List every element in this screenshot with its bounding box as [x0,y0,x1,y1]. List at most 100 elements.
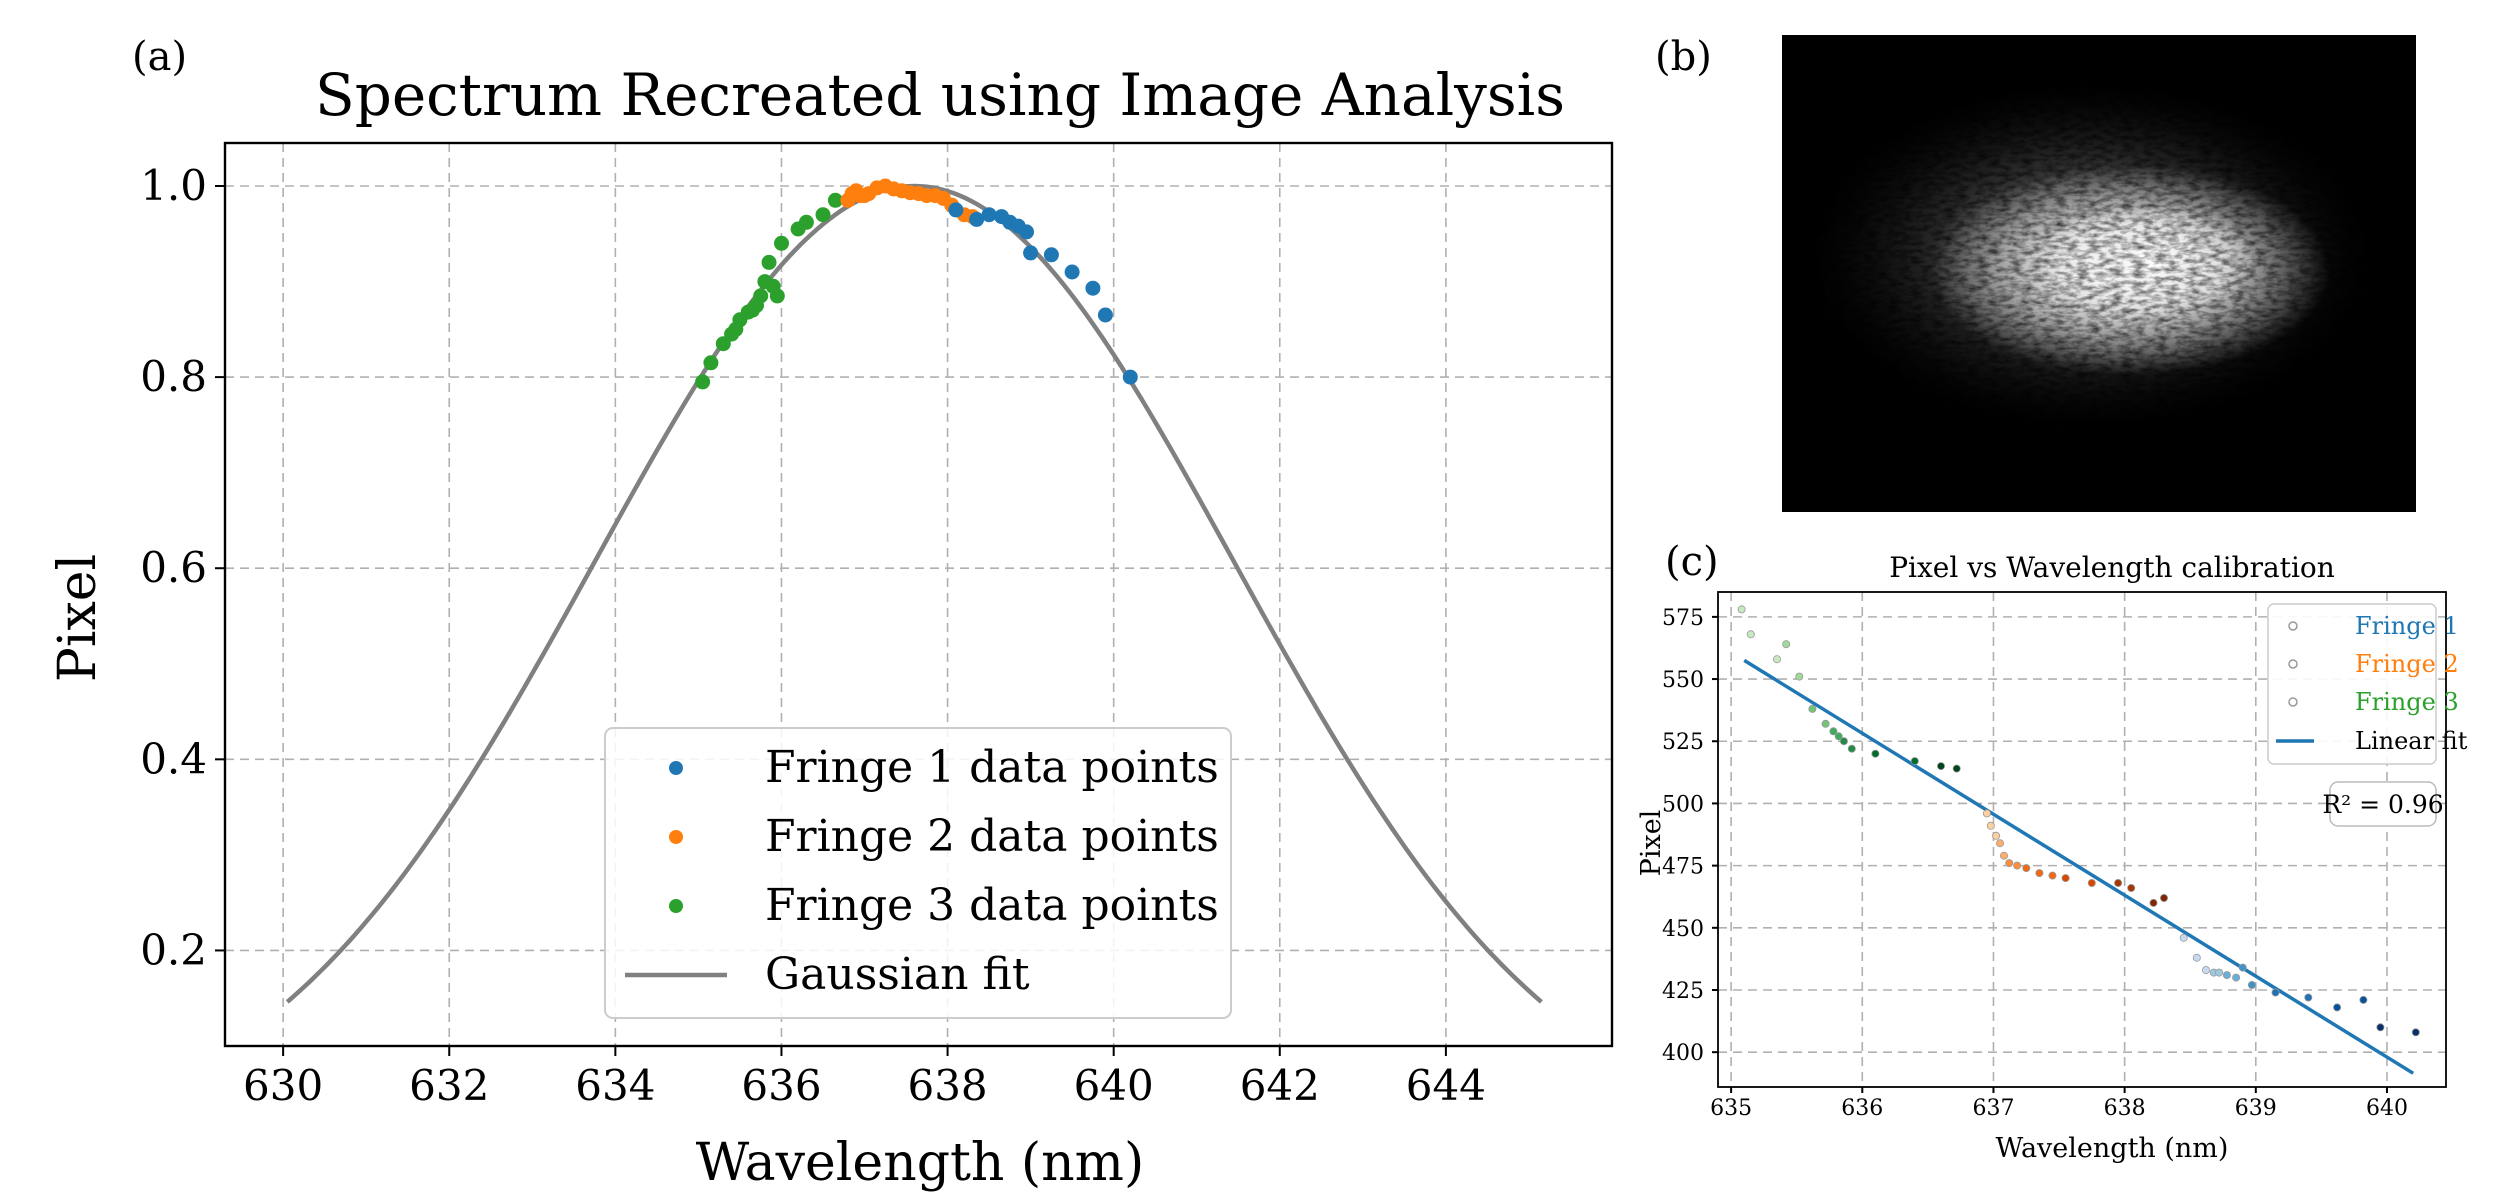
panel-label-c: (c) [1665,539,1719,585]
calibration-fringe-2-point [2022,864,2031,873]
calibration-data-points [1737,605,2420,1037]
gaussian-fit-line [285,183,1543,1004]
x-tick-label: 636 [741,1061,821,1110]
y-tick-label: 500 [1662,792,1704,817]
fringe-1-point [981,207,997,223]
y-tick-label: 425 [1662,979,1704,1004]
calibration-fringe-1-point [2192,953,2201,962]
fringe-3-point [703,355,719,371]
x-tick-label: 634 [575,1061,655,1110]
legend-label-fringe-1-c: Fringe 1 [2355,612,2459,640]
x-tick-label: 630 [243,1061,323,1110]
fringe-1-point [1019,224,1034,240]
calibration-fringe-2-point [1996,839,2005,848]
calibration-linear-fit [1743,658,2415,1075]
calibration-fringe-2-point [2048,871,2057,880]
y-tick-label: 1.0 [140,161,207,210]
spectrum-plot-frame [223,141,1614,1048]
calibration-fringe-2-point [1986,821,1995,830]
fringe-2-point [857,188,872,204]
spectrum-legend-box [604,727,1232,1019]
legend-label-fringe-2: Fringe 2 data points [765,811,1219,862]
calibration-fringe-3-point [1821,719,1830,728]
legend-marker-fringe-3 [669,899,683,913]
fringe-1-point [969,211,985,227]
calibration-fringe-1-point [2201,966,2210,975]
calibration-plot-frame [1717,591,2447,1088]
spectrum-y-axis-label: Pixel [48,554,108,682]
y-tick-label: 0.4 [140,734,207,783]
fringe-1-point [1043,247,1059,263]
legend-marker-fringe-2 [669,830,683,844]
calibration-fringe-2-point [1992,831,2001,840]
x-tick-label: 632 [409,1061,489,1110]
calibration-axis-ticks: 635 636 637 638 639 640 400 425 450 475 500 525 550 5… [1662,606,2408,1121]
legend-label-fringe-3: Fringe 3 data points [765,880,1219,931]
calibration-fringe-1-point [2179,933,2188,942]
y-tick-label: 525 [1662,730,1704,755]
calibration-fringe-3-point [1808,704,1817,713]
spectrum-axis-ticks: 630 632 634 636 638 640 642 644 0.2 0.4 0.6 0.8 1.0 [140,161,1486,1110]
x-tick-label: 642 [1240,1061,1320,1110]
fringe-3-point [761,254,777,270]
legend-label-gaussian-fit: Gaussian fit [765,949,1030,1000]
spectrum-panel: (a) Spectrum Recreated using Image Analy… [48,34,1614,1193]
calibration-fringe-2-point [2127,884,2136,893]
fringe-3-point [769,288,785,304]
panel-label-a: (a) [132,34,187,80]
calibration-fringe-2-point [2013,861,2022,870]
calibration-fringe-2-point [2114,879,2123,888]
y-tick-label: 450 [1662,917,1704,942]
calibration-fringe-3-point [1952,764,1961,773]
linear-fit-line [1743,658,2415,1075]
r-squared-box [2329,781,2437,827]
legend-label-linear-fit: Linear fit [2355,727,2468,755]
calibration-legend-box [2267,603,2437,765]
legend-marker-fringe-1-c [2288,621,2298,631]
spectrum-gaussian-fit [285,183,1543,1004]
spectrum-data-points [695,178,1138,390]
y-tick-label: 0.6 [140,543,207,592]
legend-label-fringe-3-c: Fringe 3 [2355,688,2459,716]
fringe-3-point [695,374,711,390]
fringe-2-point [844,186,860,202]
legend-label-fringe-1: Fringe 1 data points [765,742,1219,793]
calibration-fringe-2-point [2159,894,2168,903]
calibration-fringe-1-point [2238,963,2247,972]
x-tick-label: 640 [2366,1096,2408,1121]
legend-marker-fringe-2-c [2288,659,2298,669]
calibration-fringe-3-point [1773,655,1782,664]
calibration-fringe-3-point [1829,727,1838,736]
speckle-image-panel: (b) [1655,34,2416,512]
y-tick-label: 550 [1662,668,1704,693]
calibration-fringe-1-point [2304,993,2313,1002]
calibration-fringe-2-point [2000,851,2009,860]
calibration-fringe-1-point [2376,1023,2385,1032]
calibration-fringe-1-point [2247,981,2256,990]
calibration-legend: Fringe 1 Fringe 2 Fringe 3 Linear fit [2267,603,2468,765]
x-tick-label: 640 [1074,1061,1154,1110]
fringe-3-point [774,235,789,251]
calibration-chart-title: Pixel vs Wavelength calibration [1889,551,2335,584]
calibration-fringe-2-point [1982,809,1991,818]
calibration-fringe-2-point [2087,879,2096,888]
panel-label-b: (b) [1655,34,1712,80]
x-tick-label: 644 [1406,1061,1486,1110]
fringe-3-point [744,302,760,318]
fringe-1-point [1122,369,1138,385]
calibration-fringe-1-point [2333,1003,2342,1012]
spectrum-x-axis-label: Wavelength (nm) [696,1133,1145,1193]
r-squared-annotation: R² = 0.96 [2322,781,2444,827]
calibration-fringe-3-point [1910,757,1919,766]
calibration-fringe-3-point [1871,749,1880,758]
x-tick-label: 638 [2104,1096,2146,1121]
spectrum-chart-title: Spectrum Recreated using Image Analysis [315,61,1565,129]
x-tick-label: 639 [2235,1096,2277,1121]
calibration-fringe-3-point [1834,732,1843,741]
fringe-1-point [948,202,964,218]
fringe-3-point [728,321,744,337]
fringe-1-point [1064,264,1080,280]
calibration-fringe-3-point [1795,672,1804,681]
calibration-fringe-1-point [2359,995,2368,1004]
